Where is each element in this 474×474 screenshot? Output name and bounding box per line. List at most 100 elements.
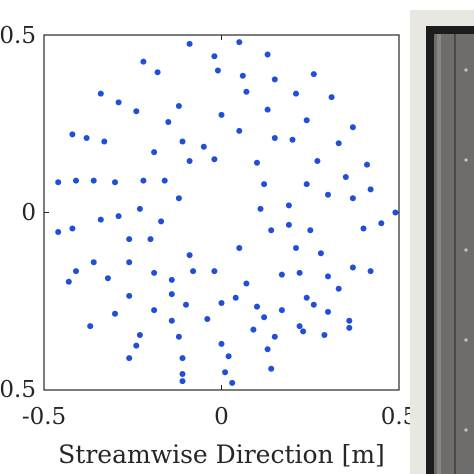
- data-point: [314, 158, 321, 164]
- data-point: [83, 135, 90, 141]
- x-tick-label-left: -0.5: [22, 404, 66, 430]
- data-point: [342, 174, 349, 180]
- data-point: [229, 379, 236, 386]
- data-point: [278, 271, 285, 278]
- photo-rivet: [464, 428, 468, 432]
- data-point: [293, 245, 299, 251]
- x-axis-label: Streamwise Direction [m]: [58, 440, 385, 469]
- data-point: [97, 216, 104, 223]
- data-point: [165, 119, 172, 125]
- data-point: [271, 333, 278, 340]
- data-point: [104, 275, 111, 282]
- data-point: [186, 252, 193, 259]
- data-point: [112, 310, 118, 317]
- data-point: [175, 195, 182, 202]
- data-point: [317, 250, 324, 257]
- data-point: [268, 227, 275, 234]
- data-point: [296, 323, 303, 330]
- data-point: [175, 333, 182, 340]
- data-point: [293, 90, 299, 97]
- data-point: [335, 140, 342, 147]
- data-points: [55, 39, 399, 386]
- data-point: [254, 159, 260, 166]
- data-point: [367, 268, 374, 275]
- data-point: [133, 108, 140, 115]
- photo-shadow: [454, 34, 456, 474]
- data-point: [264, 51, 271, 58]
- data-point: [349, 124, 356, 131]
- data-point: [243, 280, 250, 287]
- data-point: [271, 135, 278, 141]
- photo-rivet: [464, 68, 468, 72]
- data-point: [112, 179, 118, 186]
- data-point: [168, 291, 175, 298]
- photo-rivet: [464, 158, 468, 162]
- y-tick-label-bottom: 0.5: [0, 377, 36, 403]
- photo-rivet: [464, 338, 468, 342]
- data-point: [90, 259, 97, 266]
- data-point: [349, 195, 356, 202]
- data-point: [115, 99, 122, 106]
- data-point: [278, 307, 285, 314]
- data-point: [310, 71, 317, 78]
- data-point: [133, 342, 140, 349]
- data-point: [186, 158, 193, 164]
- data-point: [87, 323, 94, 330]
- data-point: [126, 236, 133, 243]
- data-point: [101, 138, 108, 145]
- data-point: [147, 236, 154, 243]
- data-point: [296, 269, 303, 276]
- data-point: [335, 285, 342, 292]
- data-point: [271, 76, 278, 83]
- data-point: [179, 355, 186, 362]
- data-point: [65, 278, 72, 285]
- data-point: [154, 69, 161, 76]
- plot-area: [43, 34, 400, 391]
- data-point: [289, 136, 296, 143]
- data-point: [285, 221, 292, 228]
- data-point: [211, 268, 218, 275]
- data-point: [136, 332, 143, 338]
- data-point: [268, 365, 275, 372]
- y-tick-label-center: 0: [21, 200, 36, 226]
- data-point: [239, 72, 246, 79]
- data-point: [250, 326, 257, 333]
- data-point: [73, 268, 79, 275]
- data-point: [261, 314, 268, 321]
- experiment-photo: [410, 10, 474, 474]
- data-point: [69, 225, 76, 232]
- data-point: [236, 245, 243, 251]
- data-point: [161, 177, 168, 184]
- data-point: [346, 317, 353, 324]
- data-point: [307, 227, 314, 234]
- data-point: [303, 181, 310, 188]
- data-point: [179, 138, 186, 145]
- data-point: [364, 161, 370, 168]
- data-point: [349, 264, 356, 271]
- data-point: [218, 111, 225, 118]
- data-point: [204, 316, 211, 322]
- data-point: [367, 186, 374, 193]
- data-point: [136, 205, 143, 212]
- data-point: [190, 268, 197, 275]
- data-point: [179, 371, 186, 377]
- data-point: [300, 328, 307, 335]
- data-point: [257, 205, 264, 212]
- data-point: [168, 317, 175, 324]
- data-point: [211, 53, 218, 60]
- data-point: [179, 378, 186, 385]
- photo-highlight: [437, 34, 441, 474]
- data-point: [115, 213, 122, 220]
- data-point: [325, 273, 331, 280]
- data-point: [200, 143, 207, 150]
- data-point: [97, 90, 104, 97]
- data-point: [126, 292, 133, 299]
- data-point: [232, 294, 239, 301]
- data-point: [325, 191, 331, 198]
- data-point: [254, 303, 260, 310]
- data-point: [218, 300, 225, 306]
- data-point: [175, 103, 182, 109]
- data-point: [151, 149, 158, 156]
- data-point: [303, 294, 310, 301]
